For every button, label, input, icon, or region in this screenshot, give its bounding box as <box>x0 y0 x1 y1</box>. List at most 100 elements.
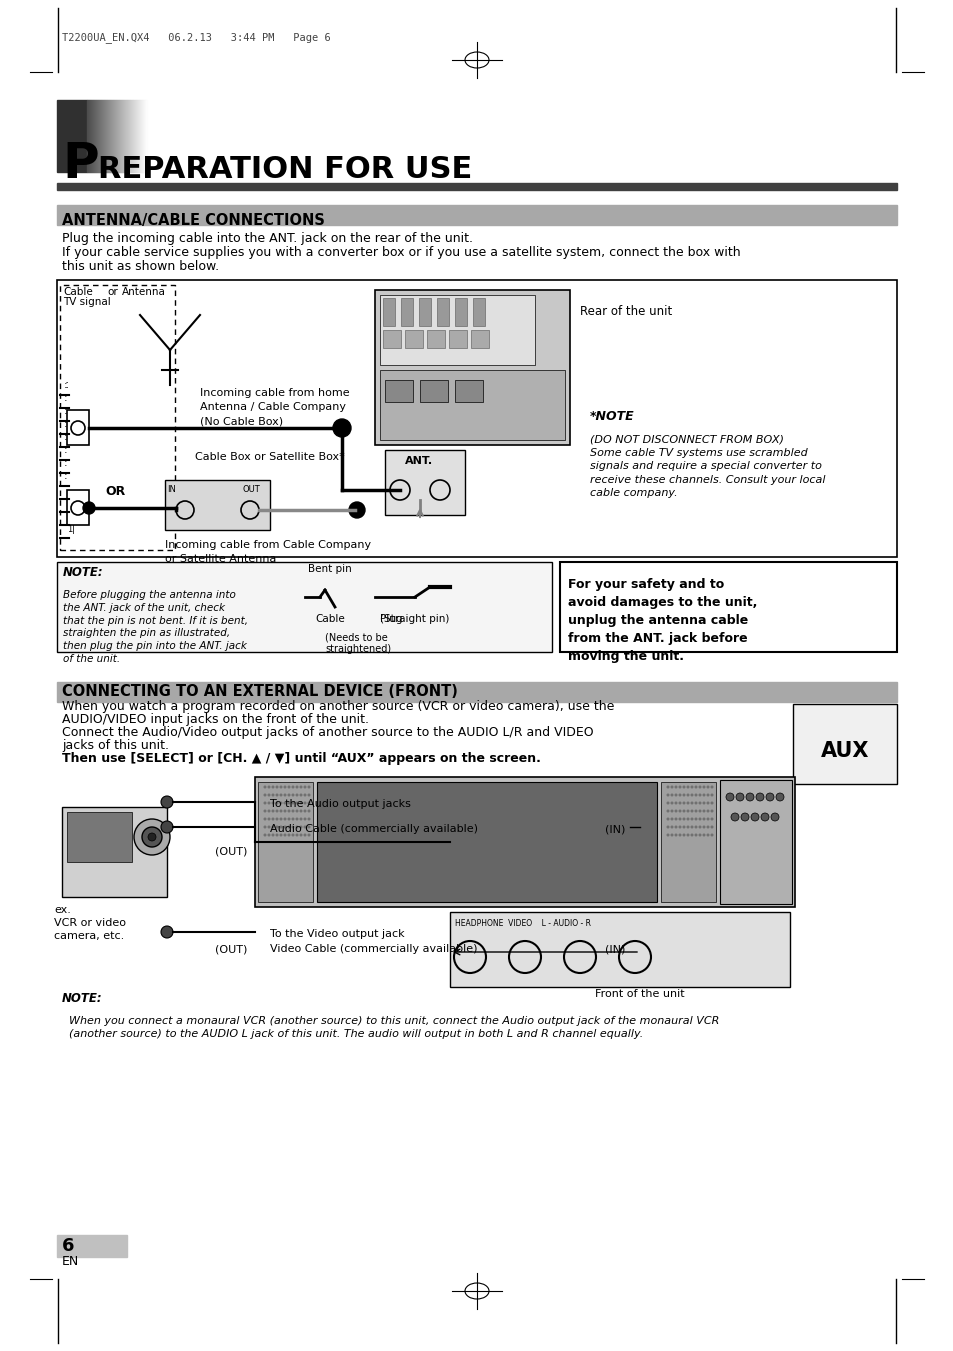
Circle shape <box>701 817 705 820</box>
Circle shape <box>698 817 700 820</box>
Circle shape <box>666 809 669 812</box>
Text: Cable: Cable <box>314 613 344 624</box>
Circle shape <box>681 809 685 812</box>
Text: REPARATION FOR USE: REPARATION FOR USE <box>98 155 472 184</box>
Circle shape <box>279 785 282 789</box>
Circle shape <box>287 801 291 804</box>
Bar <box>116 100 117 172</box>
Bar <box>473 299 484 326</box>
Circle shape <box>272 801 274 804</box>
Circle shape <box>740 813 748 821</box>
Text: Incoming cable from Cable Company
or Satellite Antenna: Incoming cable from Cable Company or Sat… <box>165 540 371 563</box>
Bar <box>124 100 125 172</box>
Bar <box>57 182 896 190</box>
Text: (Straight pin): (Straight pin) <box>380 613 449 624</box>
Bar <box>57 280 896 557</box>
Text: *NOTE: *NOTE <box>589 409 634 423</box>
Circle shape <box>263 785 266 789</box>
Circle shape <box>279 809 282 812</box>
Circle shape <box>681 793 685 797</box>
Text: CONNECTING TO AN EXTERNAL DEVICE (FRONT): CONNECTING TO AN EXTERNAL DEVICE (FRONT) <box>62 684 457 698</box>
Text: Plug the incoming cable into the ANT. jack on the rear of the unit.: Plug the incoming cable into the ANT. ja… <box>62 232 473 245</box>
Circle shape <box>694 825 697 828</box>
Bar <box>471 330 489 349</box>
Text: IN: IN <box>167 485 175 494</box>
Bar <box>105 100 106 172</box>
Bar <box>146 100 147 172</box>
Circle shape <box>295 793 298 797</box>
Circle shape <box>299 785 302 789</box>
Circle shape <box>678 801 680 804</box>
Circle shape <box>686 809 689 812</box>
Circle shape <box>299 801 302 804</box>
Text: (IN): (IN) <box>604 824 625 834</box>
Circle shape <box>307 834 310 836</box>
Bar <box>88 100 89 172</box>
Circle shape <box>710 817 713 820</box>
Text: Rear of the unit: Rear of the unit <box>579 305 672 317</box>
Text: jacks of this unit.: jacks of this unit. <box>62 739 169 753</box>
Bar <box>87 100 88 172</box>
Circle shape <box>292 801 294 804</box>
Circle shape <box>283 785 286 789</box>
Circle shape <box>694 834 697 836</box>
Circle shape <box>690 809 693 812</box>
Text: ex.
VCR or video
camera, etc.: ex. VCR or video camera, etc. <box>54 905 126 942</box>
Text: Cable Box or Satellite Box*: Cable Box or Satellite Box* <box>194 453 344 462</box>
Circle shape <box>267 825 271 828</box>
Circle shape <box>710 834 713 836</box>
Text: AUDIO/VIDEO input jacks on the front of the unit.: AUDIO/VIDEO input jacks on the front of … <box>62 713 369 725</box>
Circle shape <box>706 793 709 797</box>
Circle shape <box>710 801 713 804</box>
Text: or: or <box>107 286 117 297</box>
Circle shape <box>690 834 693 836</box>
Bar <box>144 100 145 172</box>
Circle shape <box>701 834 705 836</box>
Bar <box>427 330 444 349</box>
Circle shape <box>303 793 306 797</box>
Bar <box>119 100 120 172</box>
Circle shape <box>690 793 693 797</box>
Circle shape <box>678 785 680 789</box>
Bar <box>254 777 794 907</box>
Circle shape <box>275 825 278 828</box>
Circle shape <box>686 785 689 789</box>
Circle shape <box>770 813 779 821</box>
Bar <box>143 100 144 172</box>
Bar <box>108 100 109 172</box>
Bar <box>455 380 482 403</box>
Circle shape <box>283 834 286 836</box>
Text: ANT.: ANT. <box>405 457 433 466</box>
Text: Connect the Audio/Video output jacks of another source to the AUDIO L/R and VIDE: Connect the Audio/Video output jacks of … <box>62 725 593 739</box>
Circle shape <box>670 809 673 812</box>
Circle shape <box>303 785 306 789</box>
Circle shape <box>666 817 669 820</box>
Circle shape <box>698 834 700 836</box>
Circle shape <box>698 809 700 812</box>
Bar <box>103 100 104 172</box>
Circle shape <box>292 793 294 797</box>
Circle shape <box>666 785 669 789</box>
Circle shape <box>287 817 291 820</box>
Bar <box>385 380 413 403</box>
Circle shape <box>283 817 286 820</box>
Bar <box>257 782 313 902</box>
Text: Before plugging the antenna into
the ANT. jack of the unit, check
that the pin i: Before plugging the antenna into the ANT… <box>63 590 248 663</box>
Circle shape <box>670 793 673 797</box>
Circle shape <box>670 825 673 828</box>
Bar <box>379 295 535 365</box>
Bar <box>102 100 103 172</box>
Bar <box>140 100 141 172</box>
Bar <box>382 330 400 349</box>
Text: (IN): (IN) <box>604 944 625 954</box>
Bar <box>450 912 789 988</box>
Circle shape <box>292 785 294 789</box>
Text: For your safety and to
avoid damages to the unit,
unplug the antenna cable
from : For your safety and to avoid damages to … <box>567 578 757 663</box>
Circle shape <box>670 785 673 789</box>
Bar <box>123 100 124 172</box>
Bar <box>419 380 448 403</box>
Circle shape <box>292 834 294 836</box>
Circle shape <box>275 834 278 836</box>
Circle shape <box>735 793 743 801</box>
Bar <box>660 782 716 902</box>
